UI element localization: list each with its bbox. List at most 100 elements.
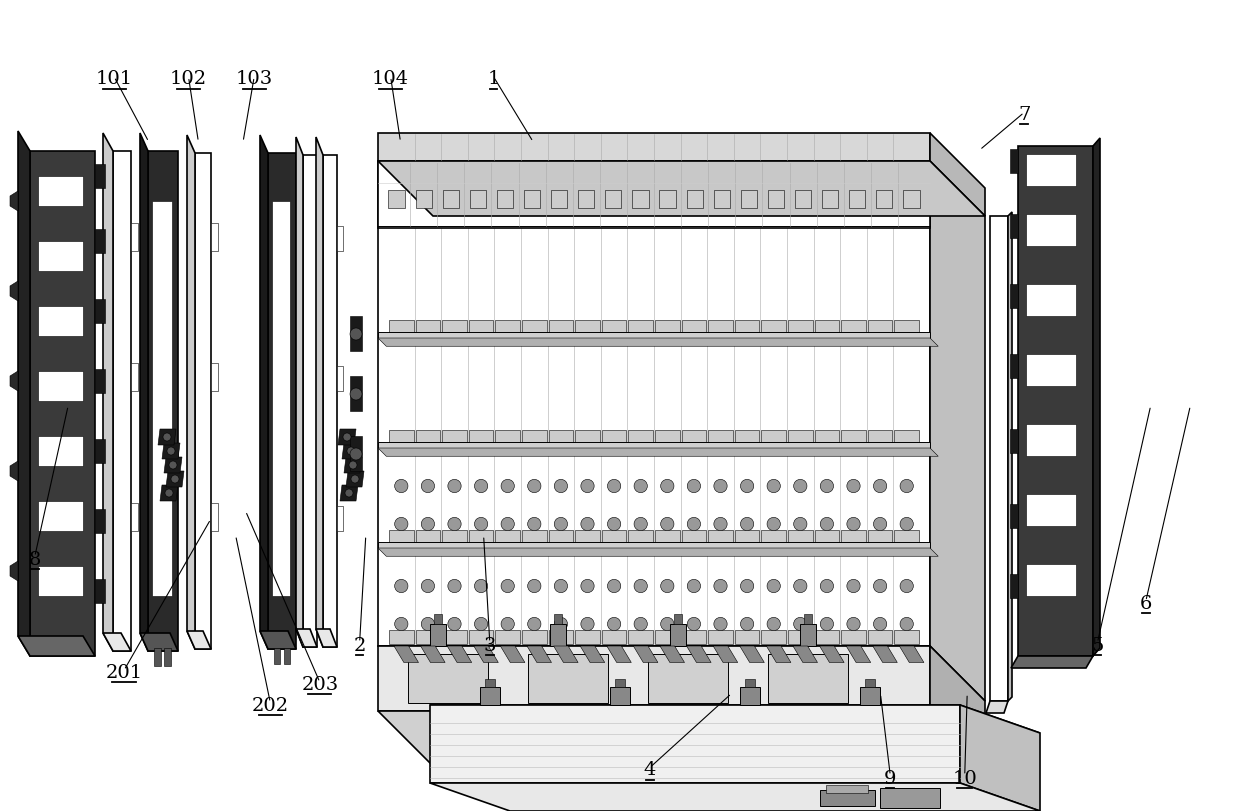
Circle shape xyxy=(740,479,754,492)
Polygon shape xyxy=(820,646,844,663)
Bar xyxy=(708,530,733,544)
Circle shape xyxy=(634,579,647,593)
Circle shape xyxy=(608,479,621,492)
Bar xyxy=(601,530,626,544)
Bar xyxy=(548,630,573,644)
Polygon shape xyxy=(95,439,105,463)
Bar xyxy=(575,630,600,644)
Bar xyxy=(632,190,649,208)
Polygon shape xyxy=(873,646,898,663)
Polygon shape xyxy=(113,151,131,651)
Bar xyxy=(496,630,520,644)
Polygon shape xyxy=(430,705,1040,733)
Polygon shape xyxy=(187,631,211,649)
Polygon shape xyxy=(794,646,817,663)
Bar xyxy=(787,630,812,644)
Bar xyxy=(740,687,760,705)
Circle shape xyxy=(661,617,675,631)
Polygon shape xyxy=(1011,504,1018,528)
Bar xyxy=(38,436,83,466)
Bar xyxy=(575,530,600,544)
Polygon shape xyxy=(766,646,791,663)
Circle shape xyxy=(350,328,362,340)
Bar xyxy=(480,687,500,705)
Circle shape xyxy=(580,579,594,593)
Polygon shape xyxy=(930,133,985,216)
Bar xyxy=(866,679,875,687)
Circle shape xyxy=(475,617,487,631)
Text: 103: 103 xyxy=(236,71,273,88)
Circle shape xyxy=(768,517,780,530)
Text: 2: 2 xyxy=(353,637,366,654)
Bar xyxy=(841,430,866,444)
Polygon shape xyxy=(343,457,362,473)
Polygon shape xyxy=(378,542,930,548)
Circle shape xyxy=(740,579,754,593)
Circle shape xyxy=(448,579,461,593)
Circle shape xyxy=(580,479,594,492)
Bar xyxy=(682,430,707,444)
Bar xyxy=(1025,284,1076,316)
Polygon shape xyxy=(634,646,658,663)
Circle shape xyxy=(768,479,780,492)
Bar xyxy=(415,430,440,444)
Circle shape xyxy=(554,617,568,631)
Polygon shape xyxy=(1011,354,1018,378)
Polygon shape xyxy=(1008,212,1012,701)
Polygon shape xyxy=(990,216,1008,701)
Circle shape xyxy=(554,579,568,593)
Polygon shape xyxy=(846,646,870,663)
Bar xyxy=(1025,424,1076,456)
Bar xyxy=(337,506,343,531)
Bar xyxy=(430,624,446,646)
Bar xyxy=(815,630,839,644)
Polygon shape xyxy=(474,646,498,663)
Circle shape xyxy=(165,489,174,497)
Bar xyxy=(272,201,290,596)
Circle shape xyxy=(528,479,541,492)
Bar xyxy=(554,614,562,624)
Polygon shape xyxy=(430,705,960,783)
Circle shape xyxy=(501,617,515,631)
Polygon shape xyxy=(268,153,296,649)
Bar xyxy=(408,654,489,703)
Bar xyxy=(735,630,759,644)
Polygon shape xyxy=(95,369,105,393)
Bar xyxy=(164,648,171,666)
Bar xyxy=(485,679,495,687)
Polygon shape xyxy=(260,135,268,649)
Circle shape xyxy=(794,579,807,593)
Bar xyxy=(815,430,839,444)
Polygon shape xyxy=(448,646,471,663)
Polygon shape xyxy=(10,461,19,481)
Bar xyxy=(38,306,83,336)
Polygon shape xyxy=(322,155,337,647)
Bar xyxy=(1025,564,1076,596)
Circle shape xyxy=(900,479,914,492)
Bar xyxy=(578,190,594,208)
Bar xyxy=(1025,494,1076,526)
Bar xyxy=(687,190,703,208)
Polygon shape xyxy=(378,646,985,701)
Polygon shape xyxy=(103,633,131,651)
Polygon shape xyxy=(420,646,445,663)
Bar xyxy=(415,530,440,544)
Polygon shape xyxy=(986,701,1008,713)
Bar xyxy=(708,630,733,644)
Circle shape xyxy=(554,479,568,492)
Circle shape xyxy=(768,617,780,631)
Bar xyxy=(496,530,520,544)
Bar xyxy=(469,430,494,444)
Polygon shape xyxy=(140,633,179,651)
Bar xyxy=(610,687,630,705)
Bar xyxy=(525,190,541,208)
Bar xyxy=(768,190,784,208)
Bar xyxy=(868,320,893,334)
Bar xyxy=(38,501,83,531)
Circle shape xyxy=(351,475,360,483)
Circle shape xyxy=(528,579,541,593)
Polygon shape xyxy=(10,561,19,581)
Circle shape xyxy=(820,479,833,492)
Polygon shape xyxy=(346,471,365,487)
Polygon shape xyxy=(350,376,362,411)
